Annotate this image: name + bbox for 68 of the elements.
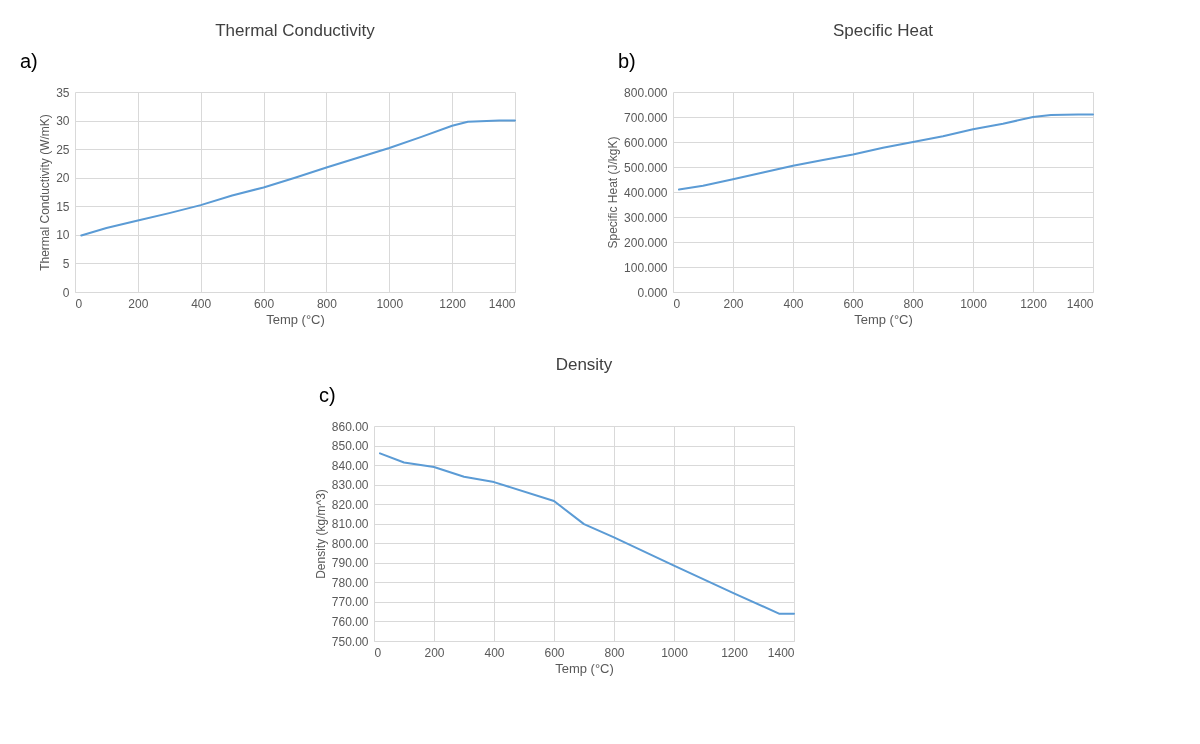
x-tick-label: 1400 [1066,296,1094,311]
x-tick-label: 800 [903,296,924,311]
y-tick-label: 860.00 [331,419,369,434]
x-tick-label: 1000 [661,645,689,660]
x-tick-label: 1400 [488,296,516,311]
y-tick-label: 100.000 [624,260,668,275]
x-tick-label: 1000 [376,296,404,311]
y-tick-label: 830.00 [331,478,369,493]
y-tick-label: 770.00 [331,595,369,610]
x-axis-title: Temp (°C) [266,311,325,327]
x-tick-label: 200 [723,296,744,311]
x-tick-label: 0 [75,296,83,311]
y-tick-label: 400.000 [624,185,668,200]
y-tick-label: 30 [56,114,70,129]
text: b) [618,50,636,72]
y-tick-label: 780.00 [331,575,369,590]
x-tick-label: 0 [673,296,681,311]
x-tick-label: 600 [254,296,275,311]
x-tick-label: 1200 [439,296,467,311]
y-tick-label: 790.00 [331,556,369,571]
x-tick-label: 1200 [1020,296,1048,311]
x-tick-label: 0 [374,645,382,660]
y-axis-title: Thermal Conductivity (W/mK) [38,114,53,271]
x-axis-title: Temp (°C) [854,311,913,327]
y-tick-label: 20 [56,171,70,186]
y-tick-label: 5 [62,256,70,271]
text: c) [319,384,336,406]
x-tick-label: 600 [544,645,565,660]
y-tick-label: 760.00 [331,614,369,629]
line-series [80,119,516,237]
y-tick-label: 600.000 [624,135,668,150]
x-tick-label: 200 [424,645,445,660]
y-tick-label: 15 [56,199,70,214]
x-tick-label: 600 [843,296,864,311]
x-tick-label: 1400 [767,645,795,660]
y-tick-label: 35 [56,85,70,100]
y-tick-label: 800.000 [624,85,668,100]
x-tick-label: 1200 [721,645,749,660]
x-tick-label: 400 [191,296,212,311]
y-tick-label: 810.00 [331,517,369,532]
y-tick-label: 800.00 [331,536,369,551]
y-tick-label: 500.000 [624,160,668,175]
y-tick-label: 10 [56,228,70,243]
y-tick-label: 840.00 [331,458,369,473]
y-tick-label: 750.00 [331,634,369,649]
text: a) [20,50,38,72]
y-axis-title: Density (kg/m^3) [313,489,328,579]
y-tick-label: 25 [56,142,70,157]
chart-title: Specific Heat [832,21,934,40]
x-tick-label: 400 [783,296,804,311]
y-tick-label: 200.000 [624,235,668,250]
line-series [678,113,1094,191]
x-tick-label: 800 [316,296,338,311]
y-tick-label: 850.00 [331,439,369,454]
y-tick-label: 700.000 [624,110,668,125]
x-tick-label: 200 [128,296,149,311]
chart-title: Density [555,355,613,374]
y-axis-title: Specific Heat (J/kgK) [606,136,621,249]
x-axis-title: Temp (°C) [555,660,614,676]
chart-title: Thermal Conductivity [215,21,376,40]
x-tick-label: 800 [604,645,625,660]
y-tick-label: 0 [62,285,70,300]
y-tick-label: 300.000 [624,210,668,225]
y-tick-label: 0.000 [637,285,668,300]
x-tick-label: 400 [484,645,505,660]
line-series [379,452,795,615]
y-tick-label: 820.00 [331,497,369,512]
x-tick-label: 1000 [960,296,988,311]
